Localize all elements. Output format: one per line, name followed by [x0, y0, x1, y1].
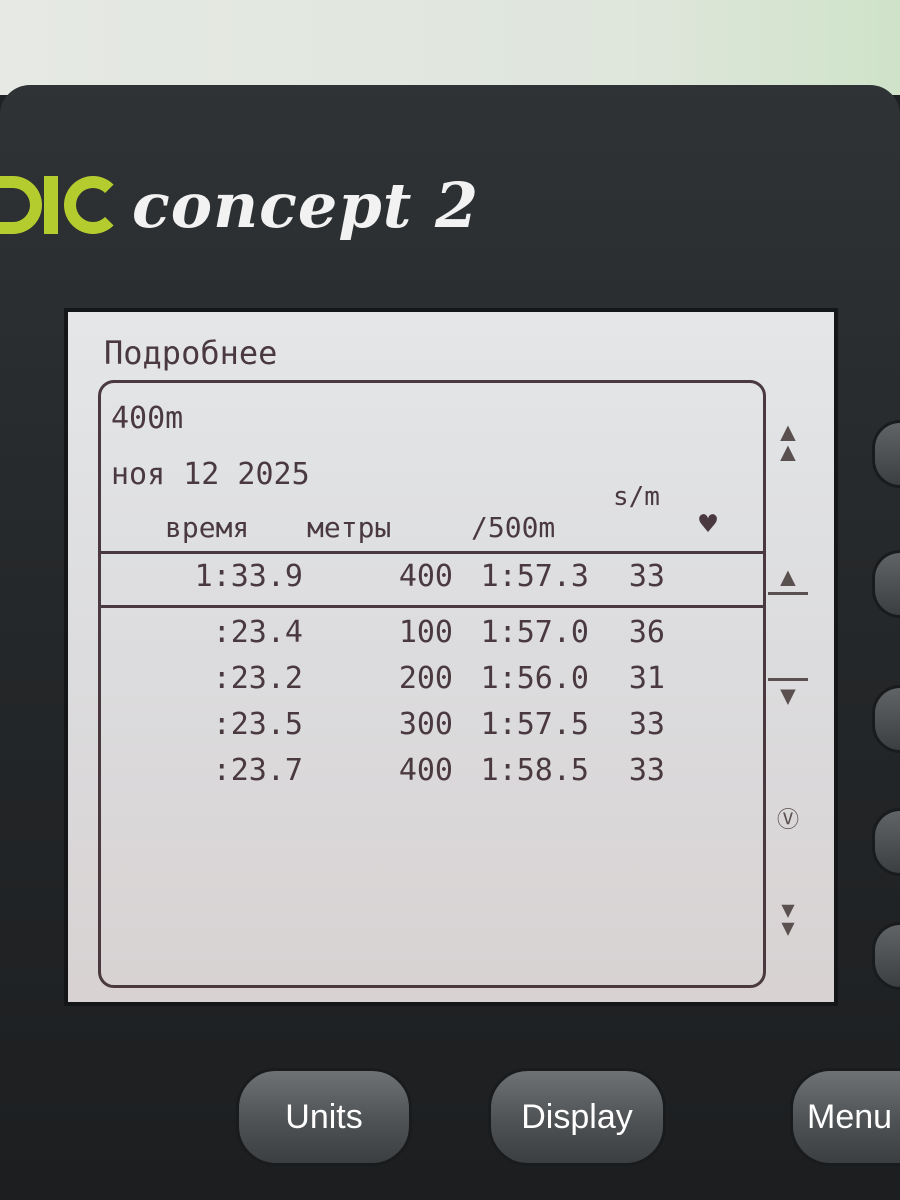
workout-date: ноя 12 2025 [111, 457, 310, 492]
split-time: :23.7 [212, 753, 303, 788]
split-meters: 200 [398, 661, 453, 696]
split-pace: 1:57.5 [480, 707, 589, 742]
header-time: время [165, 511, 250, 544]
logo-mark-icon [0, 176, 128, 234]
split-meters: 300 [398, 707, 453, 742]
heart-icon: ♥ [699, 507, 718, 542]
summary-pace: 1:57.3 [480, 559, 589, 594]
divider [101, 605, 763, 608]
split-meters: 100 [398, 615, 453, 650]
page-up-icon: ▲ ▲ [780, 417, 796, 467]
header-rate: s/m [613, 482, 660, 512]
results-panel: 400m ноя 12 2025 время метры /500m s/m ♥… [98, 380, 766, 988]
split-row: :23.2 200 1:56.0 31 [101, 661, 763, 705]
display-button[interactable]: Display [488, 1068, 666, 1166]
summary-row: 1:33.9 400 1:57.3 33 [101, 559, 763, 603]
summary-meters: 400 [398, 559, 453, 594]
line-down-icon: ▼ [768, 678, 808, 711]
header-pace: /500m [471, 511, 556, 544]
page-down-icon: ▼ ▼ [781, 898, 795, 941]
split-time: :23.4 [212, 615, 303, 650]
line-up-icon: ▲ [768, 562, 808, 595]
brand-logo: concept 2 [0, 168, 480, 242]
units-button[interactable]: Units [236, 1068, 412, 1166]
split-rate: 33 [628, 707, 665, 742]
split-time: :23.2 [212, 661, 303, 696]
header-meters: метры [307, 511, 392, 544]
lcd-screen: Подробнее 400m ноя 12 2025 время метры /… [64, 308, 838, 1006]
split-meters: 400 [398, 753, 453, 788]
split-row: :23.5 300 1:57.5 33 [101, 707, 763, 751]
split-pace: 1:56.0 [480, 661, 589, 696]
split-row: :23.7 400 1:58.5 33 [101, 753, 763, 797]
view-icon: Ⓥ [776, 808, 799, 833]
split-rate: 36 [628, 615, 665, 650]
background-wall [0, 0, 900, 95]
split-row: :23.4 100 1:57.0 36 [101, 615, 763, 659]
divider [101, 551, 763, 554]
workout-name: 400m [111, 401, 184, 436]
menu-button[interactable]: Menu [790, 1068, 900, 1166]
split-pace: 1:57.0 [480, 615, 589, 650]
screen-title: Подробнее [104, 334, 278, 372]
split-pace: 1:58.5 [480, 753, 589, 788]
split-time: :23.5 [212, 707, 303, 742]
split-rate: 31 [628, 661, 665, 696]
summary-time: 1:33.9 [194, 559, 303, 594]
summary-rate: 33 [628, 559, 665, 594]
split-rate: 33 [628, 753, 665, 788]
brand-name: concept 2 [132, 168, 480, 242]
